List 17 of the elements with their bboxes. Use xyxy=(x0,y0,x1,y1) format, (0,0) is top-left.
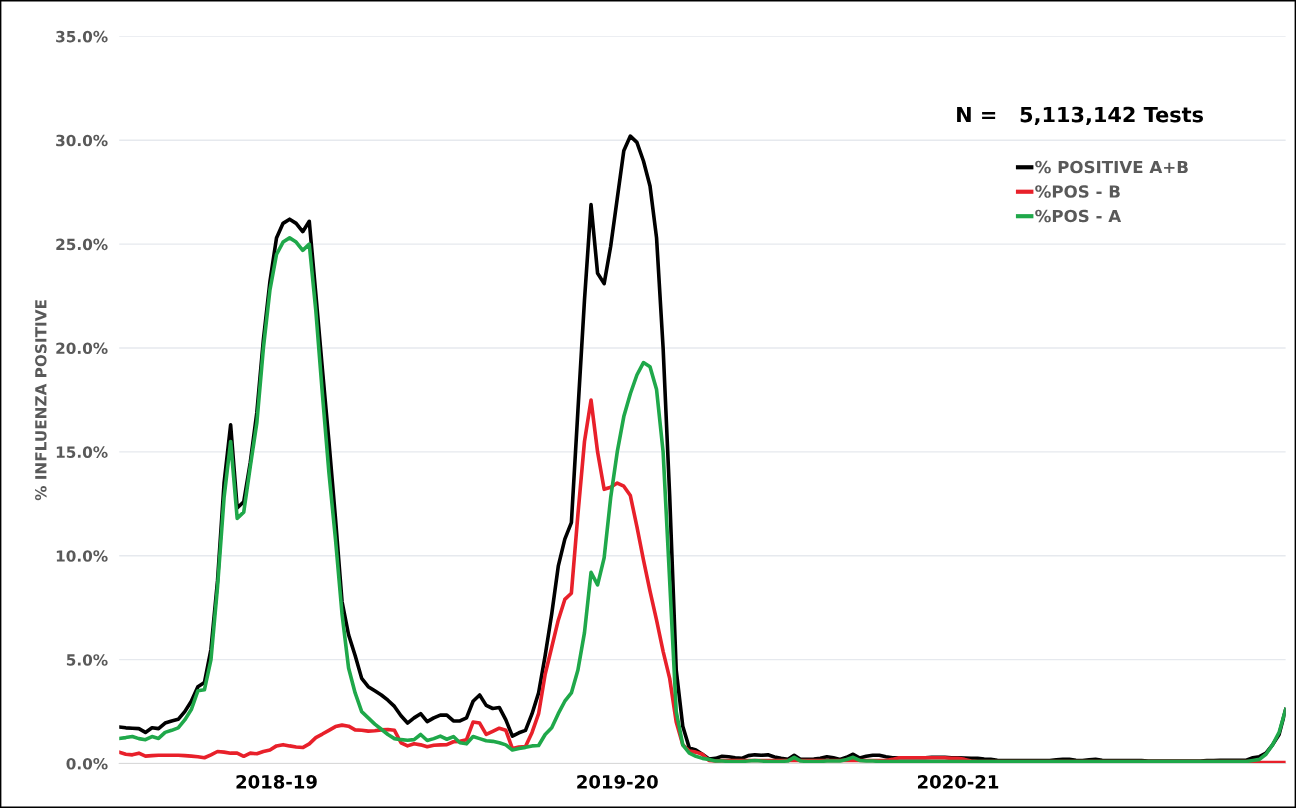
y-tick-label: 15.0% xyxy=(56,446,108,458)
y-tick-label: 20.0% xyxy=(56,342,108,355)
annotation: N = 5,113,142 Tests xyxy=(957,106,1203,126)
legend-label: %POS - B xyxy=(1035,185,1120,198)
legend-label: %POS - A xyxy=(1035,209,1122,223)
legend-label: % POSITIVE A+B xyxy=(1035,160,1188,174)
y-tick-label: 10.0% xyxy=(56,550,108,562)
x-tick-label: 2018-19 xyxy=(236,774,317,789)
y-tick-label: 30.0% xyxy=(56,134,108,147)
y-tick-label: 0.0% xyxy=(66,758,108,770)
line-series xyxy=(119,236,1286,764)
y-tick-label: 25.0% xyxy=(56,238,108,251)
y-tick-label: 35.0% xyxy=(56,30,108,43)
y-axis-title: % INFLUENZA POSITIVE xyxy=(35,300,47,501)
x-tick-label: 2019-20 xyxy=(577,774,658,789)
x-tick-label: 2020-21 xyxy=(917,774,999,789)
y-tick-label: 5.0% xyxy=(66,654,108,666)
